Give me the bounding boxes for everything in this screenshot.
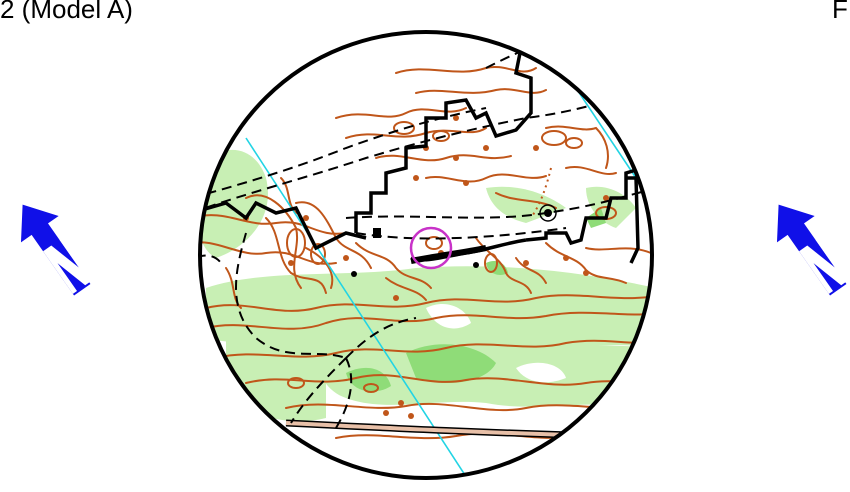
orienteering-map bbox=[198, 30, 654, 480]
point-features bbox=[351, 204, 557, 277]
control-circle bbox=[409, 226, 453, 270]
cliff bbox=[410, 245, 487, 264]
north-arrow-icon bbox=[20, 204, 94, 296]
north-arrow-icon bbox=[776, 204, 850, 296]
map-ring bbox=[198, 30, 654, 480]
map-title-right: F bbox=[832, 0, 848, 24]
map-title-left: 2 (Model A) bbox=[0, 0, 133, 24]
dotted-path bbox=[530, 167, 552, 219]
